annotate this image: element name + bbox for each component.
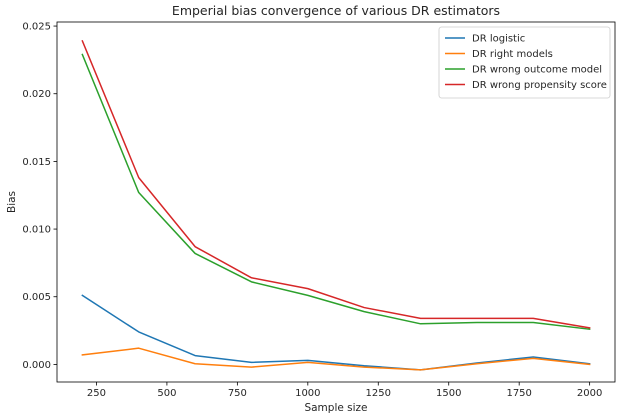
x-tick-label: 1750 <box>506 388 531 399</box>
legend-label: DR right models <box>472 49 553 60</box>
legend-label: DR logistic <box>472 34 525 45</box>
y-tick-label: 0.020 <box>22 89 51 100</box>
x-axis: 250 500 750 1000 1250 1500 1750 2000 <box>87 382 602 399</box>
x-tick-label: 2000 <box>577 388 602 399</box>
series-line-dr-logistic <box>81 294 591 371</box>
legend: DR logistic DR right models DR wrong outco… <box>438 26 611 99</box>
plot-area <box>56 21 616 383</box>
x-axis-label: Sample size <box>304 402 367 414</box>
chart-title: Emperial bias convergence of various DR … <box>172 3 500 18</box>
y-tick-label: 0.015 <box>22 157 51 168</box>
y-tick-label: 0.000 <box>22 360 51 371</box>
series-line-dr-wrong-outcome-model <box>81 53 591 331</box>
series-line-dr-wrong-propensity-score <box>81 39 591 329</box>
legend-label: DR wrong propensity score <box>472 80 607 91</box>
series-line-dr-right-models <box>81 347 591 371</box>
y-axis-label: Bias <box>6 191 18 213</box>
x-tick-label: 500 <box>157 388 176 399</box>
series-lines <box>81 39 591 371</box>
legend-box <box>438 26 611 99</box>
y-tick-label: 0.025 <box>22 22 51 33</box>
y-axis: 0.000 0.005 0.010 0.015 0.020 0.025 <box>22 22 57 371</box>
x-tick-label: 1500 <box>436 388 461 399</box>
x-tick-label: 1000 <box>295 388 320 399</box>
y-tick-label: 0.005 <box>22 292 51 303</box>
x-tick-label: 750 <box>228 388 247 399</box>
x-tick-label: 1250 <box>366 388 391 399</box>
x-tick-label: 250 <box>87 388 106 399</box>
y-tick-label: 0.010 <box>22 225 51 236</box>
legend-label: DR wrong outcome model <box>472 65 602 76</box>
